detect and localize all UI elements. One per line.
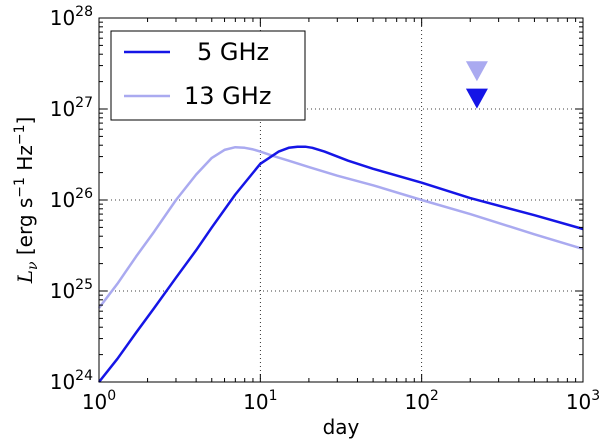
ticks xyxy=(98,17,584,383)
x-tick-exponent: 2 xyxy=(430,388,439,404)
y-axis-units-exp2: −1 xyxy=(12,125,28,146)
y-tick-exponent: 27 xyxy=(75,95,93,111)
y-tick-exponent: 25 xyxy=(75,277,93,293)
y-axis-units-hz: Hz xyxy=(13,145,37,177)
y-axis-units-close: ] xyxy=(13,117,37,125)
x-tick-label: 101 xyxy=(243,388,277,414)
x-tick-base: 10 xyxy=(566,390,591,414)
x-tick-base: 10 xyxy=(82,390,107,414)
y-axis-subscript: ν xyxy=(25,261,41,270)
y-tick-base: 10 xyxy=(50,97,75,121)
x-tick-label: 102 xyxy=(404,388,438,414)
y-tick-base: 10 xyxy=(50,370,75,394)
x-tick-exponent: 3 xyxy=(591,388,600,404)
y-axis-symbol: L xyxy=(13,270,37,284)
x-tick-label: 100 xyxy=(82,388,116,414)
y-tick-exponent: 26 xyxy=(75,186,93,202)
x-tick-base: 10 xyxy=(243,390,268,414)
x-tick-exponent: 1 xyxy=(269,388,278,404)
series-line-5ghz xyxy=(98,145,584,383)
y-axis-units: [erg s xyxy=(13,198,37,262)
y-tick-base: 10 xyxy=(50,188,75,212)
x-axis-label: day xyxy=(323,415,360,439)
series-line-13ghz xyxy=(98,145,584,309)
upper-limit-5ghz xyxy=(465,88,488,109)
y-tick-label: 1025 xyxy=(50,277,93,303)
y-tick-exponent: 24 xyxy=(75,368,93,384)
legend-box xyxy=(110,30,306,121)
upper-limit-markers xyxy=(465,61,488,109)
y-axis-units-exp1: −1 xyxy=(12,177,28,198)
y-axis-label: Lν [erg s−1 Hz−1] xyxy=(12,117,41,285)
legend: 5 GHz 13 GHz xyxy=(110,30,306,121)
upper-limit-13ghz xyxy=(465,61,488,82)
x-tick-label: 103 xyxy=(566,388,600,414)
y-tick-label: 1028 xyxy=(50,4,93,30)
y-tick-label: 1026 xyxy=(50,186,93,212)
y-tick-label: 1024 xyxy=(50,368,93,394)
series-layer xyxy=(98,145,584,383)
y-tick-base: 10 xyxy=(50,6,75,30)
legend-label-5ghz: 5 GHz xyxy=(197,38,269,66)
legend-label-13ghz: 13 GHz xyxy=(184,82,271,110)
x-tick-exponent: 0 xyxy=(107,388,116,404)
y-tick-label: 1027 xyxy=(50,95,93,121)
y-tick-exponent: 28 xyxy=(75,4,93,20)
x-tick-base: 10 xyxy=(404,390,429,414)
y-tick-base: 10 xyxy=(50,279,75,303)
